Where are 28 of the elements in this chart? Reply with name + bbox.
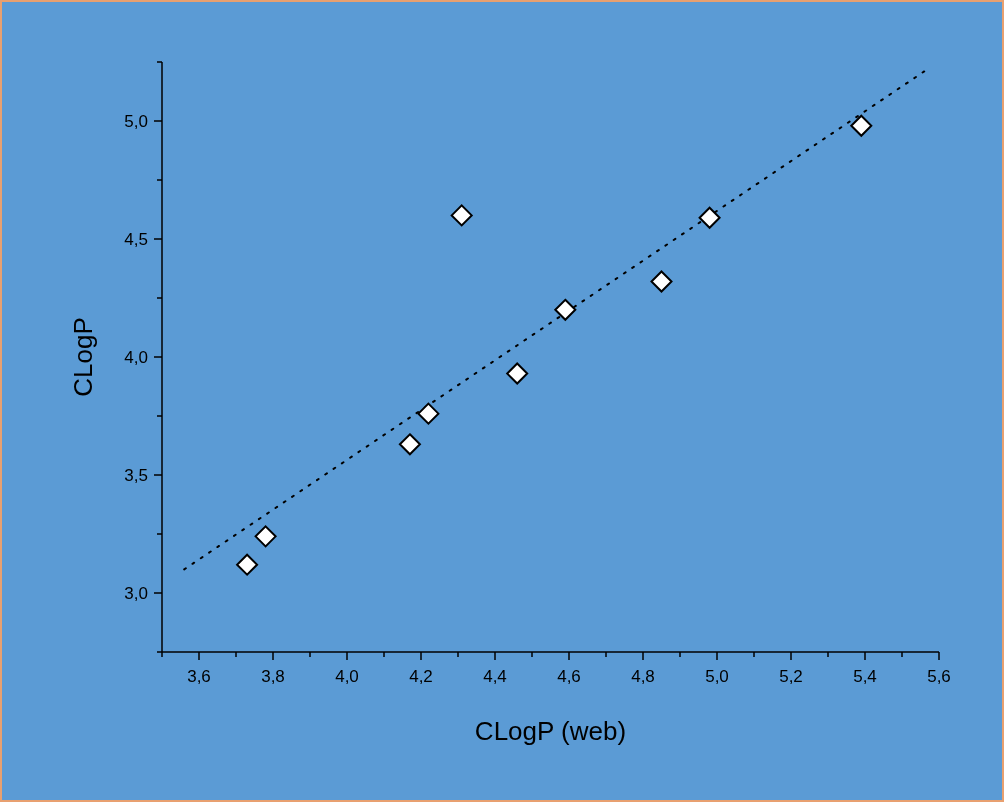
x-tick-label: 5,2 (779, 667, 803, 686)
y-tick-label: 3,0 (124, 584, 148, 603)
x-tick-label: 4,6 (557, 667, 581, 686)
y-axis-title: CLogP (68, 317, 98, 397)
point (398, 433, 421, 456)
x-tick-label: 4,0 (335, 667, 359, 686)
x-axis-title: CLogP (web) (474, 716, 627, 746)
x-tick-label: 4,4 (483, 667, 507, 686)
point (698, 206, 721, 229)
x-tick-label: 4,8 (631, 667, 655, 686)
y-tick-label: 3,5 (124, 466, 148, 485)
point (506, 362, 529, 385)
point (554, 298, 577, 321)
x-tick-label: 3,6 (187, 667, 211, 686)
point (236, 553, 259, 576)
x-tick-label: 3,8 (261, 667, 285, 686)
y-tick-label: 5,0 (124, 112, 148, 131)
point (450, 204, 473, 227)
point (417, 402, 440, 425)
x-tick-label: 5,4 (853, 667, 877, 686)
x-tick-label: 4,2 (409, 667, 433, 686)
y-tick-label: 4,5 (124, 230, 148, 249)
x-tick-label: 5,0 (705, 667, 729, 686)
x-tick-label: 5,6 (927, 667, 951, 686)
point (254, 525, 277, 548)
y-tick-label: 4,0 (124, 348, 148, 367)
point (850, 114, 873, 137)
point (650, 270, 673, 293)
